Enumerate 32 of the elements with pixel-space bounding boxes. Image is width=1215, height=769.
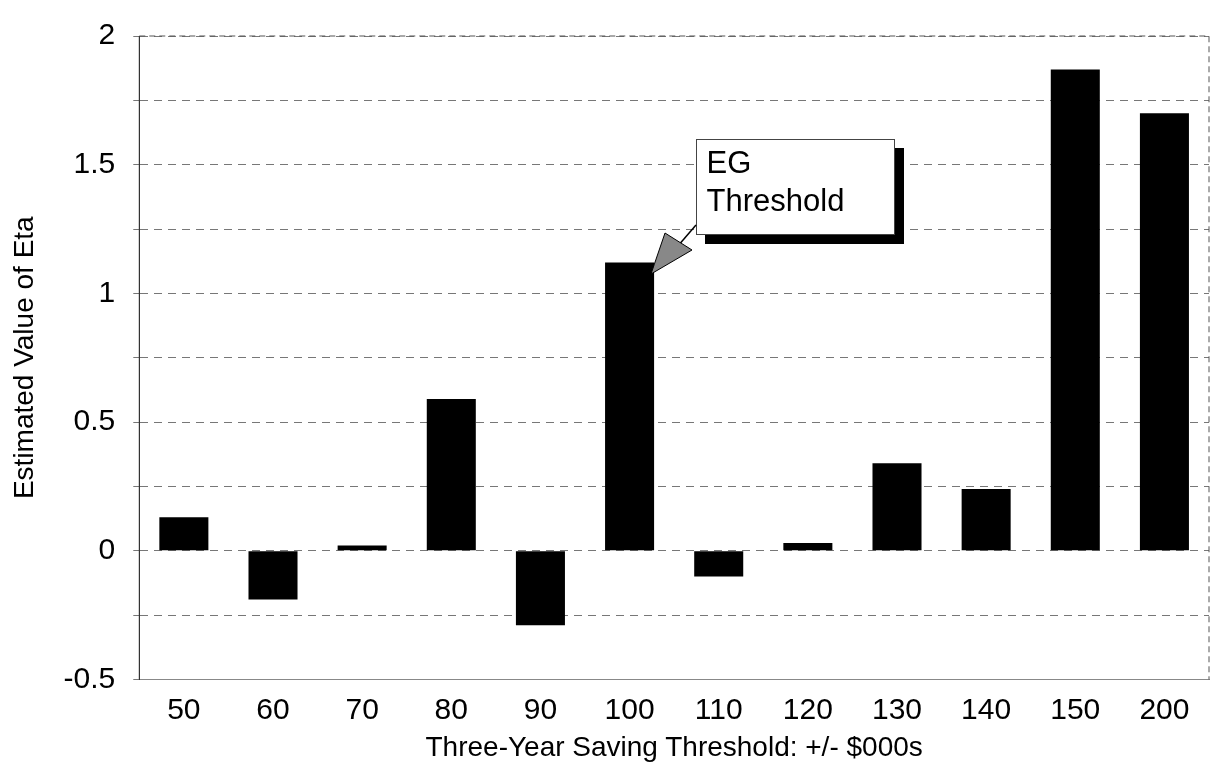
bar (159, 517, 209, 551)
x-tick-label: 60 (256, 691, 290, 725)
x-tick-label: 80 (434, 691, 468, 725)
x-tick-label: 150 (1050, 691, 1101, 725)
y-tick-label: 1 (98, 274, 116, 308)
bar (1139, 113, 1189, 551)
x-tick-label: 90 (523, 691, 558, 725)
x-tick-label: 100 (604, 691, 655, 725)
x-tick-label: 120 (782, 691, 833, 725)
bar (1050, 69, 1100, 551)
x-axis-title: Three-Year Saving Threshold: +/- $000s (425, 730, 923, 762)
x-tick-label: 200 (1139, 691, 1190, 725)
x-tick-label: 140 (961, 691, 1012, 725)
bar (248, 551, 298, 600)
bar (605, 262, 655, 551)
x-tick-label: 110 (694, 691, 743, 725)
annotation: EG Threshold (695, 138, 896, 235)
bar (872, 463, 922, 551)
x-tick-label: 50 (167, 691, 201, 725)
bar (426, 398, 476, 551)
y-axis-title: Estimated Value of Eta (7, 215, 39, 500)
y-tick-label: -0.5 (63, 660, 116, 694)
bar (694, 551, 744, 577)
y-tick-label: 1.5 (73, 145, 116, 179)
y-tick-label: 0.5 (73, 403, 116, 437)
y-tick-label: 2 (98, 17, 116, 51)
bar (515, 551, 565, 626)
bar (783, 543, 833, 551)
x-tick-label: 70 (345, 691, 379, 725)
x-tick-label: 130 (871, 691, 923, 725)
y-tick-label: 0 (98, 531, 116, 565)
bar (961, 488, 1011, 551)
